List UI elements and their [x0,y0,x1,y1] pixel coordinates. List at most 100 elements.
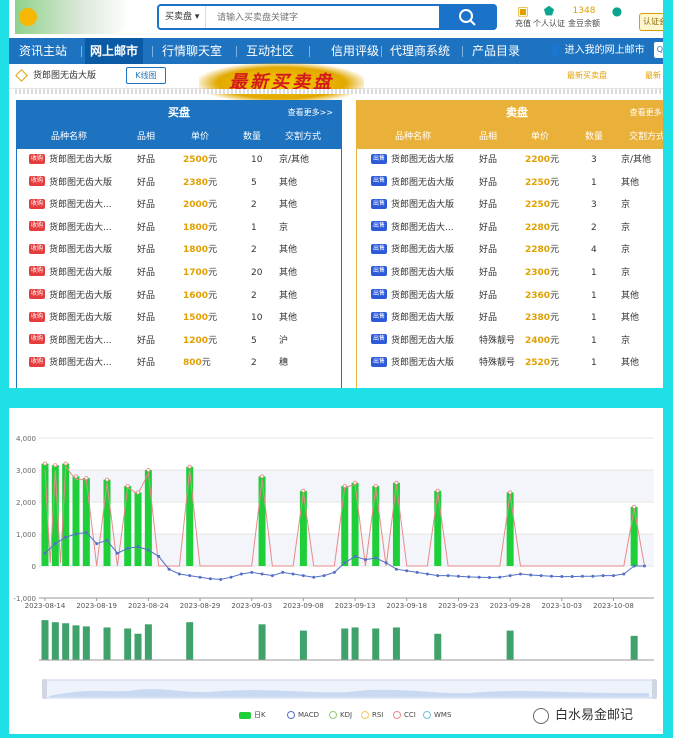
legend-item[interactable]: 日K [239,708,266,722]
order-condition: 好品 [137,245,156,256]
balance-link[interactable]: 1348 金豆余额 [567,4,601,29]
table-row[interactable]: 收购 货郎图无齿大... 好品 1800元 1 京 [17,217,341,240]
login-link[interactable]: 👤 进入我的网上邮市 [549,38,645,64]
table-row[interactable]: 出售 货郎图无齿大版 好品 2380元 1 其他 [357,307,663,330]
sell-more-link[interactable]: 查看更多>> [629,108,663,117]
table-row[interactable]: 收购 货郎图无齿大版 好品 1500元 10 其他 [17,307,341,330]
kline-bar [41,463,49,566]
order-name: 货郎图无齿大版 [49,177,113,188]
macd-point [332,570,336,574]
cert-button[interactable]: 认证会 [639,13,663,31]
user-link[interactable]: ● [605,4,629,18]
table-row[interactable]: 出售 货郎图无齿大版 好品 2300元 1 京 [357,262,663,285]
order-delivery: 京 [621,335,631,346]
table-row[interactable]: 出售 货郎图无齿大版 好品 2250元 3 京 [357,194,663,217]
order-type-badge: 出售 [371,311,388,322]
login-label: 进入我的网上邮市 [564,45,645,56]
order-price: 2360 [525,290,551,301]
col-condition: 品相 [137,132,156,142]
legend-item[interactable]: KDJ [329,708,352,722]
balance-label: 金豆余额 [568,19,600,28]
cci-point [373,484,378,489]
cci-point [125,484,130,489]
kline-bar [186,466,194,566]
legend-item[interactable]: RSI [361,708,383,722]
buy-more-link[interactable]: 查看更多>> [287,108,333,117]
x-tick-label: 2023-09-13 [335,602,376,610]
nav-item-catalog[interactable]: 产品目录 [472,44,521,58]
order-type-badge: 出售 [371,356,388,367]
legend-item[interactable]: MACD [287,708,319,722]
macd-point [363,558,367,562]
order-delivery: 其他 [621,358,640,369]
latest-orders-link[interactable]: 最新买卖盘 [567,71,607,80]
nav-item-online-market[interactable]: 网上邮市 [85,38,144,64]
order-delivery: 京 [621,200,631,211]
kline-bar [62,463,70,566]
table-row[interactable]: 出售 货郎图无齿大版 好品 2280元 4 京 [357,239,663,262]
macd-point [219,577,223,581]
search-category-select[interactable]: 买卖盘 ▾ [159,6,207,28]
table-row[interactable]: 出售 货郎图无齿大版 特殊靓号 2520元 1 其他 [357,352,663,375]
price-unit: 元 [208,335,218,346]
cci-point [146,468,151,473]
price-unit: 元 [208,177,218,188]
table-row[interactable]: 出售 货郎图无齿大版 好品 2360元 1 其他 [357,285,663,308]
verify-link[interactable]: ⬟ 个人认证 [533,4,565,29]
nav-item-credit[interactable]: 信用评级 [331,44,380,58]
price-unit: 元 [208,290,218,301]
table-row[interactable]: 收购 货郎图无齿大... 好品 1200元 5 沪 [17,330,341,353]
watermark-text: 白水易金邮记 [555,708,634,723]
table-row[interactable]: 出售 货郎图无齿大版 好品 2200元 3 京/其他 [357,149,663,172]
table-row[interactable]: 出售 货郎图无齿大版 好品 2250元 1 其他 [357,172,663,195]
latest-link[interactable]: 最新 [645,71,661,80]
order-name-cell: 出售 货郎图无齿大版 [371,307,454,330]
shield-icon: ⬟ [543,4,555,18]
cci-point [105,477,110,482]
volume-bar [299,630,307,660]
order-delivery: 其他 [279,177,298,188]
nav-item-news[interactable]: 资讯主站 [19,44,68,58]
legend-item[interactable]: CCI [393,708,416,722]
kline-bar [82,478,90,566]
table-row[interactable]: 收购 货郎图无齿大版 好品 1700元 20 其他 [17,262,341,285]
table-row[interactable]: 收购 货郎图无齿大版 好品 2500元 10 京/其他 [17,149,341,172]
table-row[interactable]: 收购 货郎图无齿大版 好品 1800元 2 其他 [17,239,341,262]
table-row[interactable]: 出售 货郎图无齿大... 好品 2280元 2 京 [357,217,663,240]
table-row[interactable]: 收购 货郎图无齿大... 好品 2000元 2 其他 [17,194,341,217]
search-button[interactable] [439,4,497,30]
macd-point [601,574,605,578]
order-price: 1700 [183,267,209,278]
kline-button[interactable]: K线图 [126,67,166,84]
order-name: 货郎图无齿大... [49,222,112,233]
qq-badge[interactable]: QQ [654,42,663,58]
table-row[interactable]: 收购 货郎图无齿大版 好品 1600元 2 其他 [17,285,341,308]
nav-item-community[interactable]: 互动社区 [246,44,295,58]
nav-item-chatroom[interactable]: 行情聊天室 [162,44,223,58]
table-row[interactable]: 收购 货郎图无齿大版 好品 2380元 5 其他 [17,172,341,195]
table-row[interactable]: 出售 货郎图无齿大版 特殊靓号 2400元 1 京 [357,330,663,353]
cci-point [43,461,48,466]
buy-table-header: 买盘 查看更多>> [17,101,341,125]
macd-point [167,567,171,571]
price-unit: 元 [550,222,560,233]
col-price: 单价 [531,132,550,142]
order-delivery: 京 [621,222,631,233]
search-input[interactable] [217,6,417,28]
site-logo[interactable] [15,0,130,34]
legend-item[interactable]: WMS [423,708,451,722]
cci-point [342,484,347,489]
main-nav: 资讯主站 网上邮市 行情聊天室 互动社区 信用评级 代理商系统 产品目录 👤 进… [9,38,663,64]
nav-item-agent[interactable]: 代理商系统 [390,44,451,58]
recharge-link[interactable]: ▣ 充值 [508,4,538,29]
macd-point [322,574,326,578]
table-row[interactable]: 收购 货郎图无齿大... 好品 800元 2 穗 [17,352,341,375]
cci-point [435,488,440,493]
macd-point [456,574,460,578]
order-name-cell: 收购 货郎图无齿大版 [29,285,112,308]
logo-mark-icon [19,8,37,26]
order-price-cell: 2280元 [525,217,559,240]
order-qty: 2 [251,200,257,211]
